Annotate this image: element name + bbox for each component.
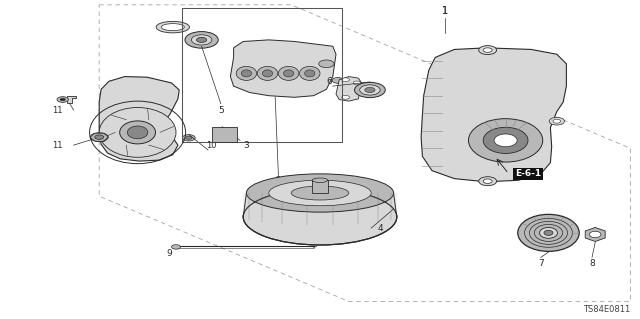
Polygon shape xyxy=(421,48,566,182)
Circle shape xyxy=(483,179,492,183)
Ellipse shape xyxy=(494,134,517,147)
Text: 4: 4 xyxy=(378,224,383,233)
Text: 10: 10 xyxy=(206,141,216,150)
Circle shape xyxy=(342,78,349,82)
Ellipse shape xyxy=(185,32,218,48)
Text: 11: 11 xyxy=(52,106,63,115)
Circle shape xyxy=(353,81,361,85)
Text: 8: 8 xyxy=(589,259,595,268)
Circle shape xyxy=(60,98,65,101)
Text: 5: 5 xyxy=(218,106,223,115)
Ellipse shape xyxy=(191,35,212,45)
Ellipse shape xyxy=(127,126,148,139)
Polygon shape xyxy=(243,193,397,217)
Ellipse shape xyxy=(284,70,294,77)
Ellipse shape xyxy=(291,186,349,200)
Polygon shape xyxy=(585,227,605,241)
Ellipse shape xyxy=(196,37,207,42)
Circle shape xyxy=(186,136,192,139)
Ellipse shape xyxy=(544,230,553,235)
Ellipse shape xyxy=(360,85,380,95)
Ellipse shape xyxy=(312,178,328,182)
Circle shape xyxy=(483,48,492,52)
Ellipse shape xyxy=(319,60,334,68)
Text: 11: 11 xyxy=(52,141,63,150)
Ellipse shape xyxy=(305,70,315,77)
Polygon shape xyxy=(67,96,76,103)
Text: 9: 9 xyxy=(167,249,172,258)
Ellipse shape xyxy=(156,21,189,33)
Circle shape xyxy=(172,245,180,249)
Circle shape xyxy=(479,177,497,186)
Text: 3: 3 xyxy=(244,141,249,150)
Bar xyxy=(212,127,237,142)
Text: 1: 1 xyxy=(442,6,448,16)
Ellipse shape xyxy=(161,24,184,31)
Polygon shape xyxy=(230,40,336,97)
Polygon shape xyxy=(99,77,179,161)
Circle shape xyxy=(342,95,349,99)
Ellipse shape xyxy=(99,108,176,157)
Text: 2: 2 xyxy=(276,176,281,185)
Circle shape xyxy=(182,135,195,141)
Ellipse shape xyxy=(278,66,299,80)
Ellipse shape xyxy=(365,87,375,93)
Text: TS84E0811: TS84E0811 xyxy=(583,305,630,314)
Circle shape xyxy=(479,46,497,55)
Ellipse shape xyxy=(300,66,320,80)
Polygon shape xyxy=(336,77,362,101)
Ellipse shape xyxy=(120,121,156,144)
Text: 1: 1 xyxy=(442,6,448,16)
Ellipse shape xyxy=(483,127,528,153)
Ellipse shape xyxy=(269,180,371,206)
Ellipse shape xyxy=(257,66,278,80)
Circle shape xyxy=(549,117,564,125)
Ellipse shape xyxy=(468,119,543,162)
Ellipse shape xyxy=(241,70,252,77)
Ellipse shape xyxy=(243,189,397,245)
Ellipse shape xyxy=(355,82,385,98)
Circle shape xyxy=(553,119,561,123)
Circle shape xyxy=(95,135,104,139)
Circle shape xyxy=(57,97,68,102)
Circle shape xyxy=(332,78,344,83)
Polygon shape xyxy=(312,180,328,193)
Text: 6: 6 xyxy=(327,77,332,86)
Ellipse shape xyxy=(236,66,257,80)
Ellipse shape xyxy=(518,214,579,251)
Ellipse shape xyxy=(262,70,273,77)
Ellipse shape xyxy=(246,174,394,212)
Text: 7: 7 xyxy=(538,259,543,268)
Ellipse shape xyxy=(589,231,601,238)
Text: E-6-1: E-6-1 xyxy=(515,169,541,178)
Circle shape xyxy=(90,133,108,142)
Ellipse shape xyxy=(540,227,557,238)
